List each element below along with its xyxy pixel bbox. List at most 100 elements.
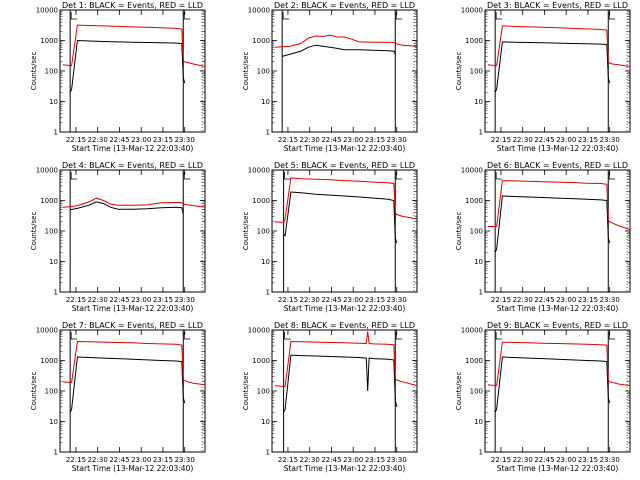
marker-flag <box>284 172 291 180</box>
series-line-events <box>283 354 398 413</box>
series-line-events <box>69 39 186 93</box>
y-tick-label: 1 <box>266 449 270 457</box>
x-axis-label: Start Time (13-Mar-12 22:03:40) <box>284 304 406 313</box>
panel-det-4: Det 4: BLACK = Events, RED = LLD 1 10 100 10… <box>30 161 206 313</box>
x-tick-label: 22:15 <box>491 296 511 304</box>
marker-flag <box>395 172 403 180</box>
marker-flag <box>183 332 191 340</box>
x-tick-label: 23:30 <box>387 296 407 304</box>
y-tick-label: 10000 <box>461 7 483 15</box>
x-tick-label: 22:45 <box>321 456 341 464</box>
y-tick-label: 1 <box>54 449 58 457</box>
marker-flag <box>70 172 78 180</box>
x-tick-label: 22:30 <box>300 456 320 464</box>
x-tick-label: 22:45 <box>534 136 554 144</box>
panel-title: Det 6: BLACK = Events, RED = LLD <box>487 161 628 170</box>
x-tick-label: 22:15 <box>278 456 298 464</box>
marker-flag <box>608 172 616 180</box>
x-tick-label: 23:00 <box>556 296 576 304</box>
panel-title: Det 8: BLACK = Events, RED = LLD <box>274 321 415 330</box>
x-tick-label: 22:30 <box>300 296 320 304</box>
x-tick-label: 23:15 <box>578 456 598 464</box>
y-tick-label: 100 <box>470 388 483 396</box>
y-axis-label: Counts/sec <box>242 212 250 251</box>
y-axis-label: Counts/sec <box>455 52 463 91</box>
x-tick-label: 23:30 <box>600 136 620 144</box>
panel-title: Det 1: BLACK = Events, RED = LLD <box>62 1 203 10</box>
series-line-lld <box>62 340 206 386</box>
y-axis-label: Counts/sec <box>242 372 250 411</box>
x-tick-label: 23:15 <box>153 296 173 304</box>
y-tick-label: 1 <box>54 129 58 137</box>
y-tick-label: 1000 <box>40 357 58 365</box>
x-tick-label: 22:15 <box>66 456 86 464</box>
y-tick-label: 1000 <box>465 197 483 205</box>
y-tick-label: 10 <box>261 258 270 266</box>
panel-title: Det 5: BLACK = Events, RED = LLD <box>274 161 415 170</box>
series-line-lld <box>62 24 206 67</box>
x-axis-label: Start Time (13-Mar-12 22:03:40) <box>284 464 406 473</box>
x-tick-label: 23:00 <box>343 296 363 304</box>
x-tick-label: 23:15 <box>153 136 173 144</box>
y-tick-label: 100 <box>257 228 270 236</box>
marker-flag <box>183 12 191 20</box>
x-tick-label: 22:45 <box>534 456 554 464</box>
x-tick-label: 23:15 <box>365 296 385 304</box>
series-line-events <box>494 356 611 413</box>
panel-det-2: Det 2: BLACK = Events, RED = LLD 1 10 100 10… <box>242 1 418 153</box>
panel-det-7: Det 7: BLACK = Events, RED = LLD 1 10 100 10… <box>30 321 206 473</box>
x-tick-label: 23:00 <box>556 456 576 464</box>
series-line-lld <box>487 180 631 231</box>
x-tick-label: 23:00 <box>131 296 151 304</box>
y-tick-label: 1 <box>479 289 483 297</box>
y-tick-label: 10 <box>49 258 58 266</box>
x-tick-label: 22:15 <box>491 456 511 464</box>
y-tick-label: 10000 <box>36 327 58 335</box>
y-tick-label: 10 <box>49 418 58 426</box>
x-tick-label: 23:15 <box>153 456 173 464</box>
x-tick-label: 22:45 <box>109 296 129 304</box>
x-tick-label: 23:00 <box>131 136 151 144</box>
marker-flag <box>608 332 616 340</box>
y-tick-label: 10000 <box>248 167 270 175</box>
y-tick-label: 100 <box>257 68 270 76</box>
x-tick-label: 22:30 <box>513 296 533 304</box>
series-line-lld <box>62 197 206 208</box>
series-line-lld <box>487 25 631 67</box>
y-tick-label: 100 <box>45 68 58 76</box>
y-tick-label: 10 <box>261 98 270 106</box>
x-axis-label: Start Time (13-Mar-12 22:03:40) <box>72 464 194 473</box>
marker-flag <box>282 12 290 20</box>
y-tick-label: 10000 <box>248 7 270 15</box>
panel-det-9: Det 9: BLACK = Events, RED = LLD 1 10 100 10… <box>455 321 631 473</box>
x-tick-label: 23:30 <box>387 136 407 144</box>
y-tick-label: 10000 <box>461 167 483 175</box>
x-tick-label: 23:30 <box>600 296 620 304</box>
x-axis-label: Start Time (13-Mar-12 22:03:40) <box>284 144 406 153</box>
y-tick-label: 1 <box>479 449 483 457</box>
panel-title: Det 3: BLACK = Events, RED = LLD <box>487 1 628 10</box>
y-tick-label: 1000 <box>40 197 58 205</box>
y-tick-label: 10000 <box>248 327 270 335</box>
y-tick-label: 1000 <box>252 37 270 45</box>
marker-flag <box>284 332 291 340</box>
x-tick-label: 23:00 <box>131 456 151 464</box>
panel-det-8: Det 8: BLACK = Events, RED = LLD 1 10 100 10… <box>242 321 418 473</box>
y-tick-label: 10 <box>474 258 483 266</box>
marker-flag <box>495 12 503 20</box>
y-axis-label: Counts/sec <box>30 52 38 91</box>
x-tick-label: 23:15 <box>578 296 598 304</box>
x-tick-label: 22:30 <box>88 456 108 464</box>
x-tick-label: 23:30 <box>600 456 620 464</box>
x-tick-label: 22:15 <box>278 136 298 144</box>
y-tick-label: 1 <box>54 289 58 297</box>
y-tick-label: 1 <box>266 289 270 297</box>
x-tick-label: 22:45 <box>321 136 341 144</box>
series-line-events <box>283 191 398 244</box>
marker-flag <box>395 332 403 340</box>
y-tick-label: 100 <box>45 228 58 236</box>
marker-flag <box>70 12 78 20</box>
panel-det-5: Det 5: BLACK = Events, RED = LLD 1 10 100 10… <box>242 161 418 313</box>
y-tick-label: 10000 <box>461 327 483 335</box>
x-tick-label: 23:30 <box>175 136 195 144</box>
